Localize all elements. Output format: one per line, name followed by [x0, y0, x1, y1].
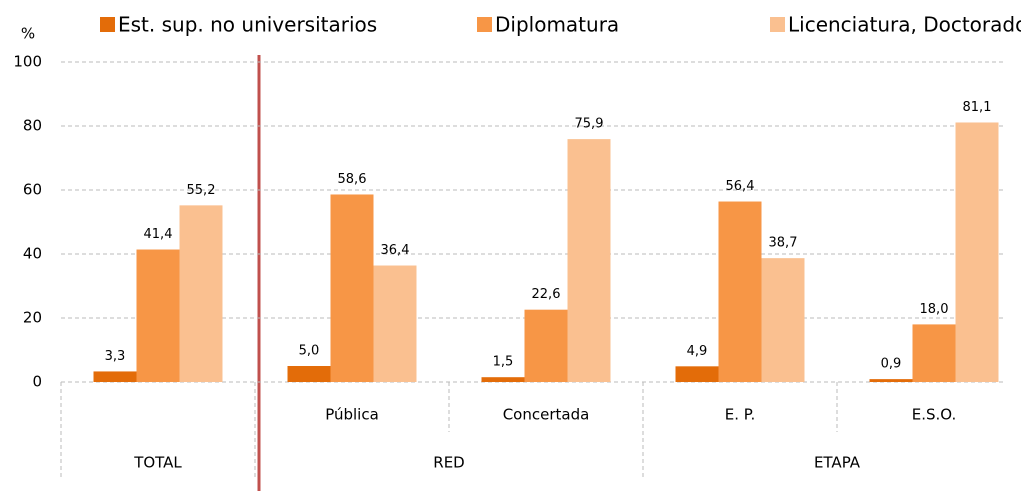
value-label: 55,2	[187, 183, 216, 198]
group-label: ETAPA	[814, 454, 861, 472]
legend-label: Diplomatura	[495, 13, 619, 37]
y-tick-label: 60	[23, 181, 42, 199]
y-tick-label: 20	[23, 309, 42, 327]
value-label: 41,4	[144, 227, 173, 242]
y-axis-label: %	[21, 25, 35, 43]
bar	[912, 324, 956, 382]
value-label: 4,9	[687, 344, 708, 359]
value-label: 75,9	[575, 117, 604, 132]
y-tick-label: 100	[13, 53, 42, 71]
bar	[330, 194, 374, 382]
legend-swatch	[477, 17, 492, 32]
y-tick-label: 80	[23, 117, 42, 135]
bar	[524, 309, 568, 382]
bar	[93, 371, 137, 382]
bar	[761, 258, 805, 382]
value-label: 22,6	[532, 287, 561, 302]
bar	[718, 201, 762, 382]
value-label: 36,4	[381, 243, 410, 258]
x-tick-label: Concertada	[503, 406, 590, 424]
value-label: 5,0	[299, 344, 320, 359]
group-label: TOTAL	[133, 454, 182, 472]
bar	[567, 139, 611, 382]
bar	[955, 122, 999, 382]
value-label: 38,7	[769, 236, 798, 251]
y-tick-label: 0	[32, 373, 42, 391]
legend-swatch	[100, 17, 115, 32]
value-label: 3,3	[105, 349, 126, 364]
legend-swatch	[770, 17, 785, 32]
value-label: 58,6	[338, 172, 367, 187]
group-label: RED	[433, 454, 464, 472]
legend-label: Licenciatura, Doctorado	[788, 13, 1021, 37]
value-label: 81,1	[963, 100, 992, 115]
bar	[675, 366, 719, 382]
bar	[481, 377, 525, 382]
bar	[136, 249, 180, 382]
x-tick-label: Pública	[325, 406, 379, 424]
value-label: 1,5	[493, 355, 514, 370]
x-tick-label: E.S.O.	[912, 406, 957, 424]
y-tick-label: 40	[23, 245, 42, 263]
bar	[869, 379, 913, 382]
bar	[287, 366, 331, 382]
x-tick-label: E. P.	[725, 406, 756, 424]
bar	[373, 265, 417, 382]
legend-label: Est. sup. no universitarios	[118, 13, 377, 37]
value-label: 0,9	[881, 357, 902, 372]
value-label: 18,0	[920, 302, 949, 317]
value-label: 56,4	[726, 179, 755, 194]
bar	[179, 205, 223, 382]
